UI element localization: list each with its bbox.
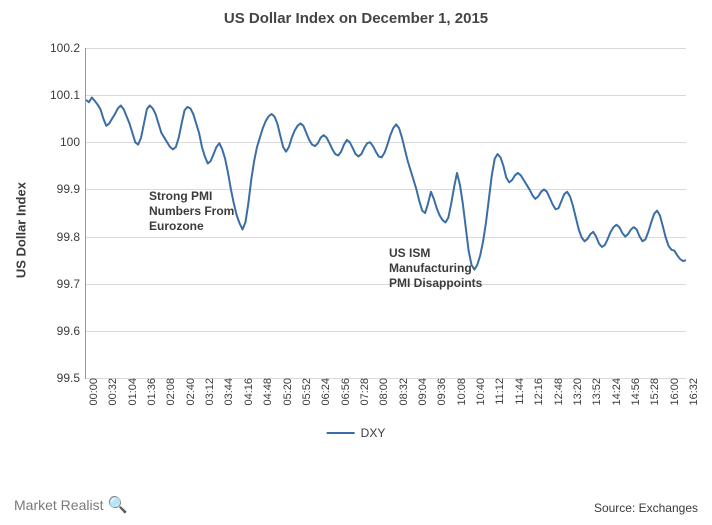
x-tick-label: 13:20 <box>570 378 584 406</box>
x-tick-label: 07:28 <box>357 378 371 406</box>
x-tick-label: 10:40 <box>473 378 487 406</box>
y-tick-label: 100.1 <box>50 88 86 102</box>
chart-container: US Dollar Index on December 1, 2015 99.5… <box>10 10 702 485</box>
x-tick-label: 10:08 <box>454 378 468 406</box>
y-tick-label: 99.8 <box>57 230 86 244</box>
x-tick-label: 12:48 <box>551 378 565 406</box>
y-axis-label: US Dollar Index <box>14 182 29 278</box>
x-tick-label: 04:16 <box>241 378 255 406</box>
source-label: Source: Exchanges <box>594 501 698 515</box>
x-tick-label: 02:08 <box>163 378 177 406</box>
x-tick-label: 11:44 <box>512 378 526 405</box>
x-tick-label: 09:36 <box>434 378 448 406</box>
x-tick-label: 04:48 <box>260 378 274 406</box>
x-tick-label: 05:52 <box>299 378 313 406</box>
x-tick-label: 11:12 <box>492 378 506 405</box>
x-tick-label: 06:24 <box>318 378 332 406</box>
y-tick-label: 99.6 <box>57 324 86 338</box>
legend: DXY <box>327 426 386 440</box>
x-tick-label: 00:32 <box>105 378 119 406</box>
x-tick-label: 03:44 <box>221 378 235 406</box>
y-tick-label: 100.2 <box>50 41 86 55</box>
y-tick-label: 99.5 <box>57 371 86 385</box>
x-tick-label: 14:24 <box>609 378 623 406</box>
x-tick-label: 05:20 <box>280 378 294 406</box>
plot-area: 99.599.699.799.899.9100100.1100.200:0000… <box>85 48 686 379</box>
x-tick-label: 06:56 <box>338 378 352 406</box>
x-tick-label: 16:00 <box>667 378 681 406</box>
x-tick-label: 16:32 <box>686 378 700 406</box>
watermark-text: Market Realist <box>14 497 103 513</box>
x-tick-label: 14:56 <box>628 378 642 406</box>
chart-title: US Dollar Index on December 1, 2015 <box>10 10 702 27</box>
watermark: Market Realist 🔍 <box>14 495 127 515</box>
x-tick-label: 01:36 <box>144 378 158 406</box>
legend-label: DXY <box>361 426 386 440</box>
x-tick-label: 01:04 <box>125 378 139 406</box>
y-tick-label: 99.9 <box>57 182 86 196</box>
annotation: US ISMManufacturingPMI Disappoints <box>389 246 482 291</box>
x-tick-label: 15:28 <box>647 378 661 406</box>
magnifier-icon: 🔍 <box>107 495 127 515</box>
x-tick-label: 12:16 <box>531 378 545 406</box>
y-tick-label: 100 <box>60 135 86 149</box>
x-tick-label: 09:04 <box>415 378 429 406</box>
x-tick-label: 08:00 <box>376 378 390 406</box>
x-tick-label: 03:12 <box>202 378 216 406</box>
x-tick-label: 08:32 <box>396 378 410 406</box>
annotation: Strong PMINumbers FromEurozone <box>149 189 234 234</box>
legend-line-icon <box>327 432 355 434</box>
y-tick-label: 99.7 <box>57 277 86 291</box>
x-tick-label: 02:40 <box>183 378 197 406</box>
x-tick-label: 00:00 <box>86 378 100 406</box>
x-tick-label: 13:52 <box>589 378 603 406</box>
